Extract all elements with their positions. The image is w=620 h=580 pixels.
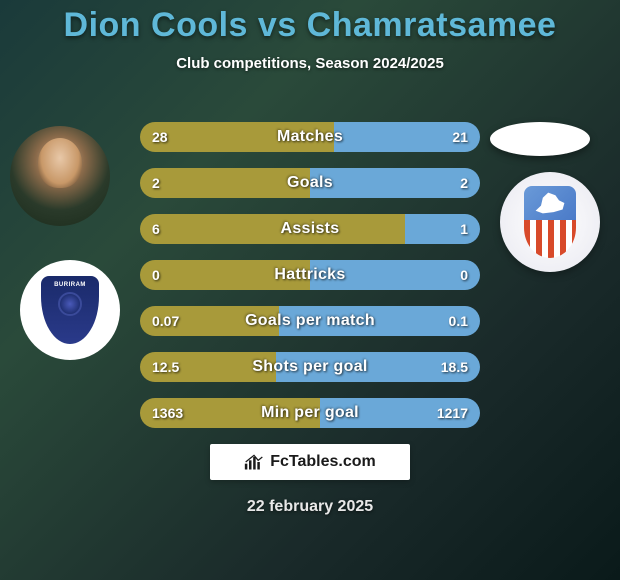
stat-bar-left <box>140 122 334 152</box>
stat-bar-right <box>334 122 480 152</box>
stat-bar-right <box>276 352 480 382</box>
stat-bar-left <box>140 214 405 244</box>
club-crest-left-text: BURIRAM <box>54 282 86 288</box>
stat-bar-left <box>140 260 310 290</box>
comparison-title: Dion Cools vs Chamratsamee <box>0 0 620 45</box>
stat-bar-left <box>140 168 310 198</box>
club-crest-left: BURIRAM <box>20 260 120 360</box>
comparison-date: 22 february 2025 <box>0 498 620 516</box>
stat-bars-container: 2821Matches 22Goals 61Assists 00Hattricks 0.… <box>140 122 480 444</box>
player-left-avatar <box>10 126 110 226</box>
club-crest-right <box>500 172 600 272</box>
stat-bar-left <box>140 306 279 336</box>
stat-row: 12.518.5Shots per goal <box>140 352 480 382</box>
stat-row: 61Assists <box>140 214 480 244</box>
stat-row: 2821Matches <box>140 122 480 152</box>
stat-bar-right <box>279 306 480 336</box>
comparison-subtitle: Club competitions, Season 2024/2025 <box>0 55 620 72</box>
stat-bar-right <box>310 168 480 198</box>
stat-row: 00Hattricks <box>140 260 480 290</box>
stat-bar-left <box>140 398 320 428</box>
chart-icon <box>244 453 264 471</box>
player-right-placeholder <box>490 122 590 156</box>
branding-text: FcTables.com <box>270 453 376 471</box>
stat-bar-right <box>405 214 480 244</box>
stat-bar-right <box>320 398 480 428</box>
branding-badge: FcTables.com <box>210 444 410 480</box>
stat-row: 22Goals <box>140 168 480 198</box>
stat-row: 0.070.1Goals per match <box>140 306 480 336</box>
stat-bar-right <box>310 260 480 290</box>
stat-row: 13631217Min per goal <box>140 398 480 428</box>
stat-bar-left <box>140 352 276 382</box>
